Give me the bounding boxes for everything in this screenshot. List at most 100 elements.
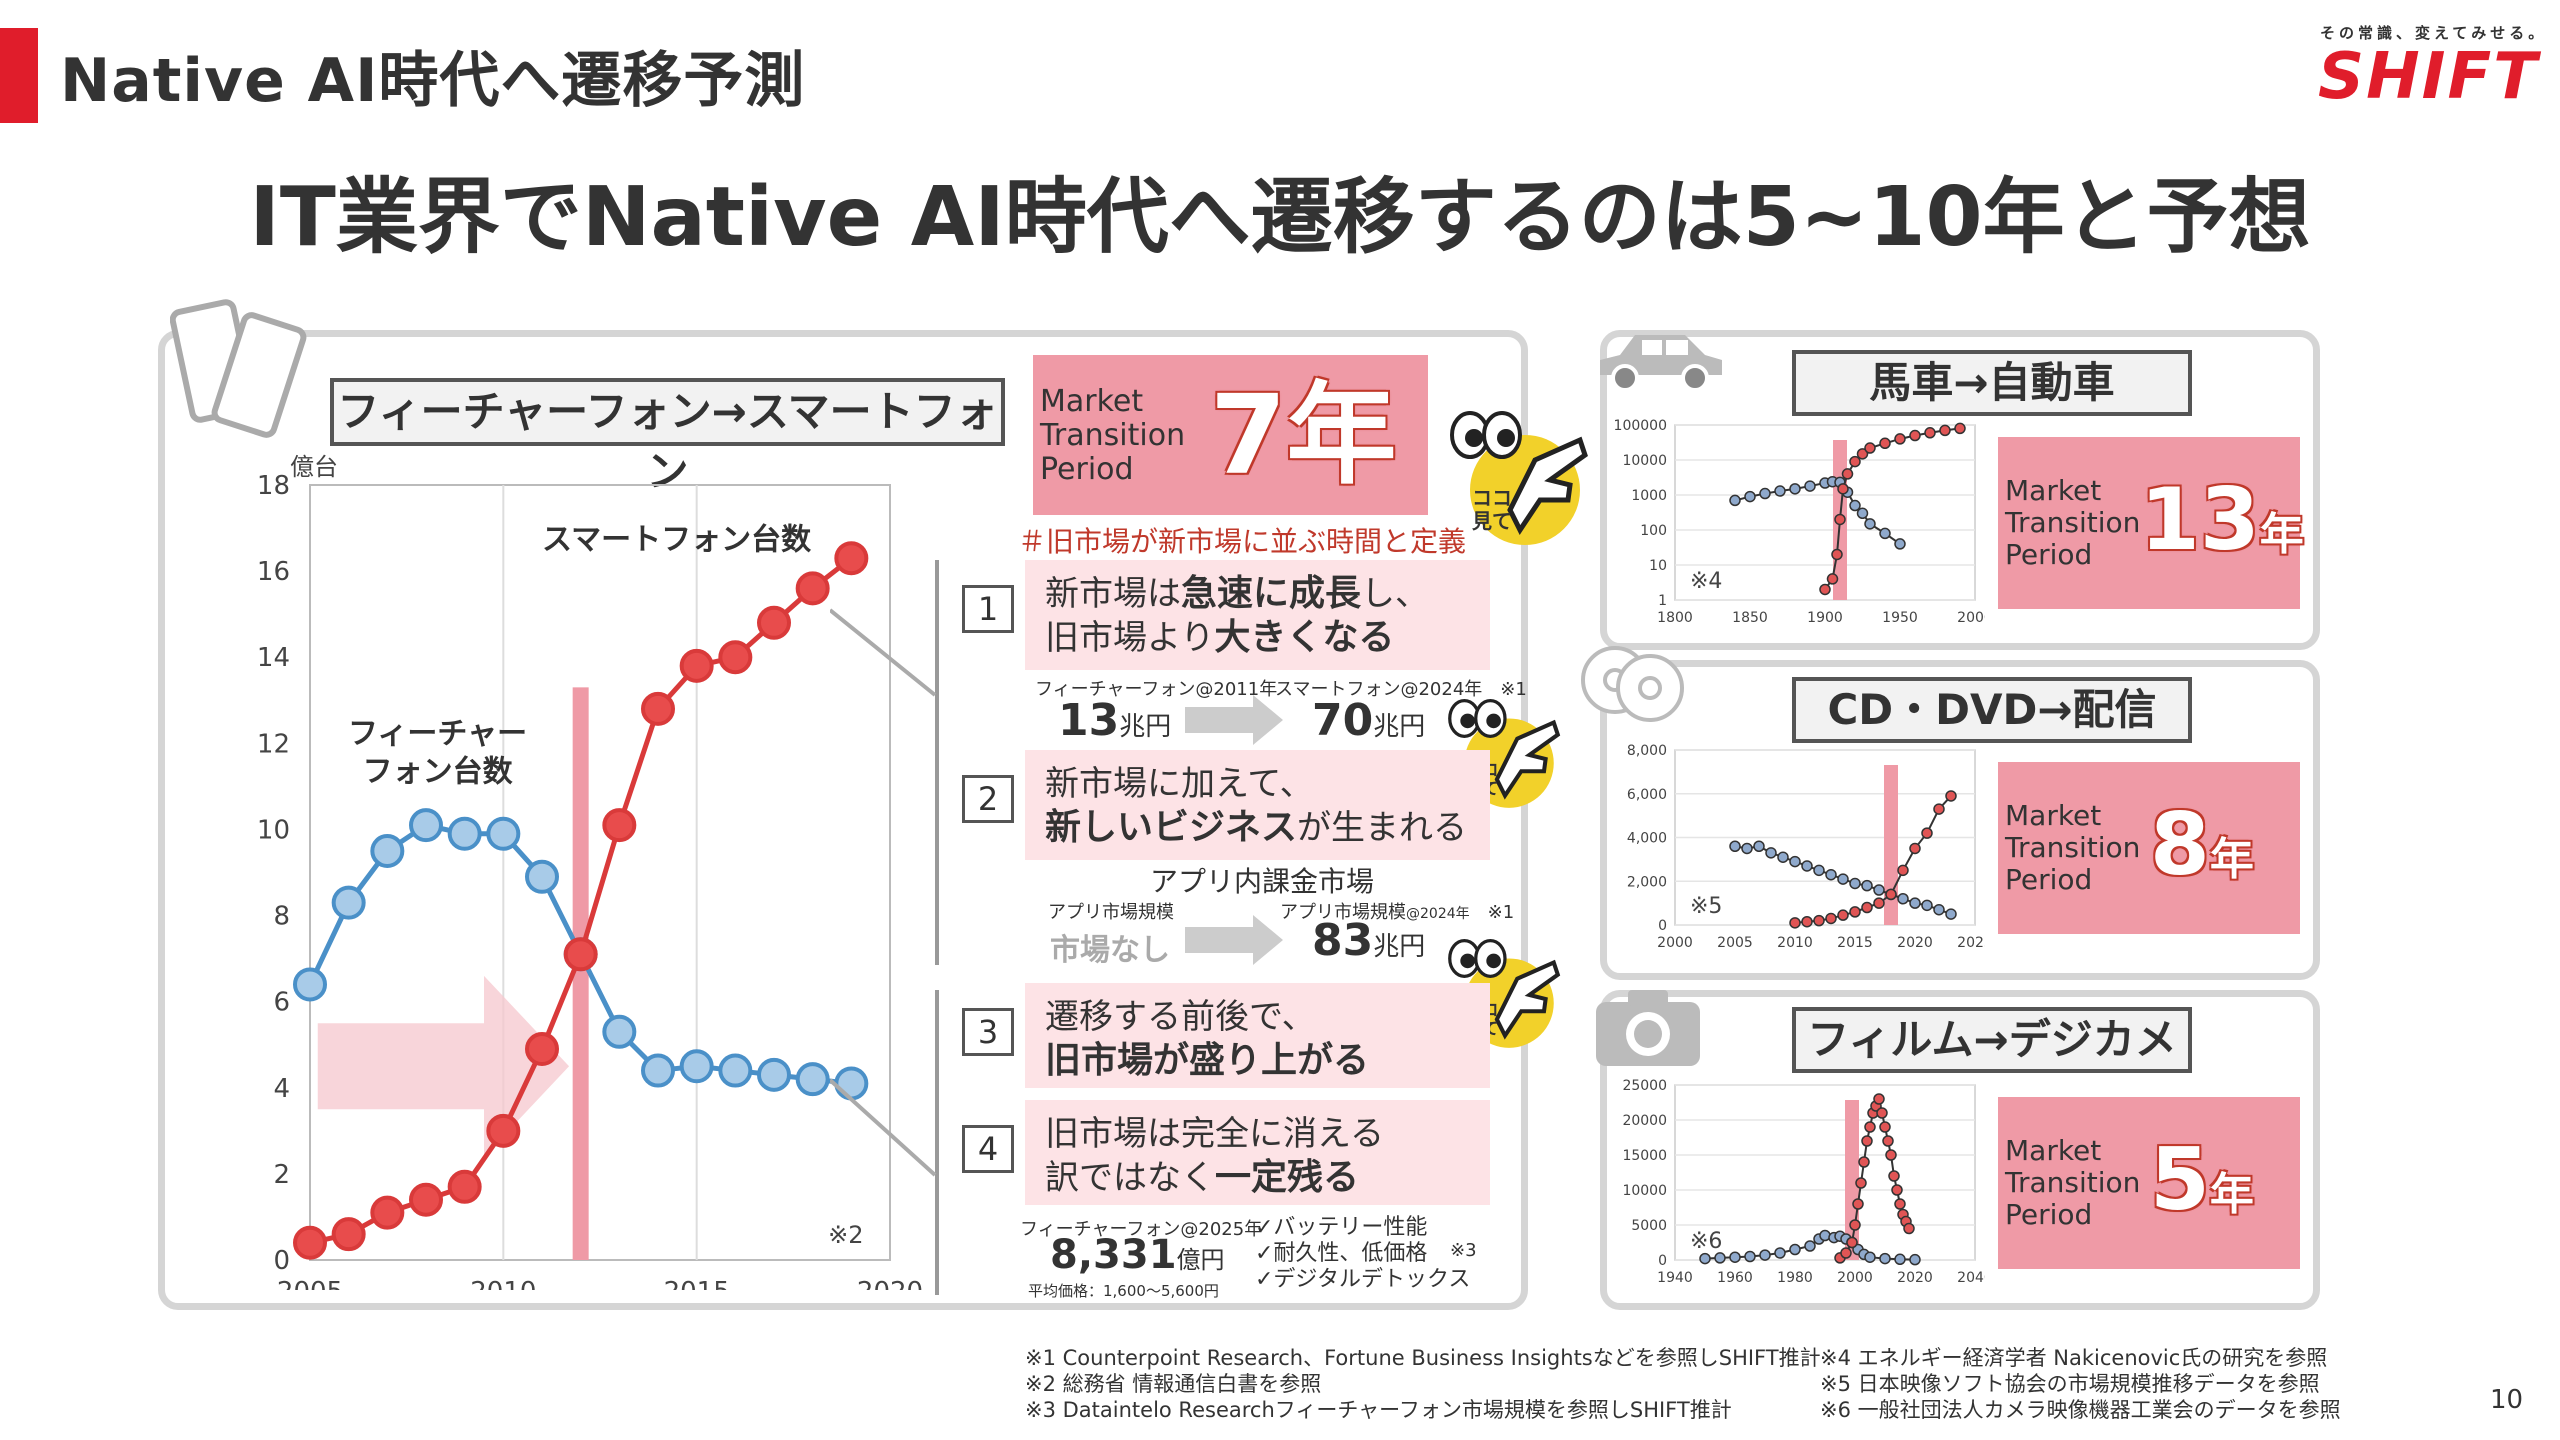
data-point [1933,803,1945,815]
data-point [1777,851,1789,863]
transition-arrow [317,975,570,1157]
x-tick-label: 2005 [277,1277,343,1290]
y-tick-label: 2 [273,1160,290,1190]
series-line-0 [1734,480,1901,545]
data-point [1849,1219,1861,1231]
data-point [1921,899,1933,912]
data-point [486,816,521,851]
data-point [1864,1251,1876,1263]
data-point [718,1053,753,1088]
callout-icon-1: ココ 見て [1450,411,1588,545]
data-point [1888,1170,1900,1182]
data-point [331,885,366,920]
chart-note: ※5 [1690,894,1722,919]
data-point [1837,483,1849,495]
compare2-arrow [1185,915,1283,965]
data-point [1861,879,1873,892]
data-point [1856,448,1869,460]
data-point [486,1113,521,1148]
data-point [1789,917,1801,929]
y-tick-label: 0 [1658,1253,1667,1269]
y-tick-label: 4,000 [1627,831,1667,847]
cd-panel-label: CD・DVD→配信 [1792,677,2192,743]
main-period-value: 7年 [1210,371,1397,499]
data-point [1861,1135,1873,1147]
data-point [1879,527,1891,540]
cd-line-chart: 0 2,000 4,000 6,000 8,000 2000 2005 2010 2015 202… [1627,743,1985,951]
car-icon [1600,335,1722,392]
data-point [1834,513,1846,526]
data-point [1858,1156,1870,1168]
film-line-chart: 0 5000 10000 15000 20000 25000 1940 1960 1980 200… [1622,1078,1985,1286]
cd-mtp-box [1998,762,2300,934]
data-point [1801,860,1813,872]
data-point [1849,499,1861,512]
car-mtp-box [1998,437,2300,609]
step-box-3: 遷移する前後で、 旧市場が盛り上がる [1025,983,1490,1088]
data-point [795,571,830,606]
step-box-1: 新市場は急速に成長し、 旧市場より大きくなる [1025,560,1490,670]
x-tick-label: 2020 [857,1277,923,1290]
data-point [1909,429,1921,442]
data-point [1849,877,1861,890]
data-point [1864,518,1876,530]
data-point [370,833,405,868]
data-point [1864,442,1876,454]
y-tick-label: 16 [257,557,290,587]
x-tick-label: 1900 [1807,610,1843,626]
car-line-chart: 1 10 100 1000 10000 100000 1800 1850 1900 1950 200… [1614,418,1985,626]
compare1-right-value: 70兆円 [1312,695,1426,746]
data-point [1714,1252,1726,1264]
data-point [447,816,482,851]
x-tick-label: 2025 [1957,935,1985,951]
y-tick-label: 1000 [1631,488,1667,504]
x-tick-label: 1980 [1777,1270,1813,1286]
data-point [1894,1253,1906,1266]
data-point [641,691,675,726]
data-point [1774,1247,1786,1259]
data-point [1804,480,1816,492]
compare2-left-value: 市場なし [1050,933,1170,968]
y-tick-label: 8,000 [1627,743,1667,759]
data-point [1759,1249,1771,1261]
data-point [757,605,791,640]
headline: IT業界でNative AI時代へ遷移するのは5~10年と予想 [249,170,2311,265]
svg-text:ココ: ココ [1472,486,1512,510]
data-point [1765,847,1777,859]
y-tick-label: 15000 [1622,1148,1667,1164]
data-point [679,648,714,683]
data-point [1939,424,1951,437]
film-mtp-box [1998,1097,2300,1269]
x-tick-label: 2010 [470,1277,536,1290]
data-point [1894,1198,1906,1210]
x-tick-label: 2000 [1657,935,1693,951]
compare2-right-value: 83兆円 [1312,915,1426,966]
compare3-left-sub: 平均価格：1,600～5,600円 [1028,1282,1219,1300]
x-tick-label: 2000 [1837,1270,1873,1286]
page-number: 10 [2490,1385,2524,1415]
car-panel-label: 馬車→自動車 [1792,350,2192,416]
x-tick-label: 2040 [1957,1270,1985,1286]
data-point [1729,1251,1741,1263]
data-point [1753,840,1765,852]
data-point [1897,864,1909,877]
step-number-1: 1 [962,585,1014,633]
compare1-right-label: スマートフォン@2024年 ※1 [1275,679,1527,700]
y-tick-label: 0 [1658,918,1667,934]
film-panel-label: フィルム→デジカメ [1792,1007,2192,1073]
data-point [1897,893,1909,905]
data-point [1954,422,1966,435]
data-point [1831,548,1843,561]
compare3-note: ※3 [1450,1240,1477,1261]
car-period-value: 13年 [2140,470,2304,570]
car-mtp-label: Market Transition Period [2005,474,2141,571]
chart-note: ※6 [1690,1229,1722,1254]
data-point [1909,842,1921,855]
x-tick-label: 2020 [1897,935,1933,951]
data-point [1873,897,1885,909]
data-point [1774,485,1786,497]
y-tick-label: 8 [273,902,290,932]
data-point [795,1062,830,1097]
y-tick-label: 10 [1649,558,1667,574]
data-point [1879,437,1891,450]
